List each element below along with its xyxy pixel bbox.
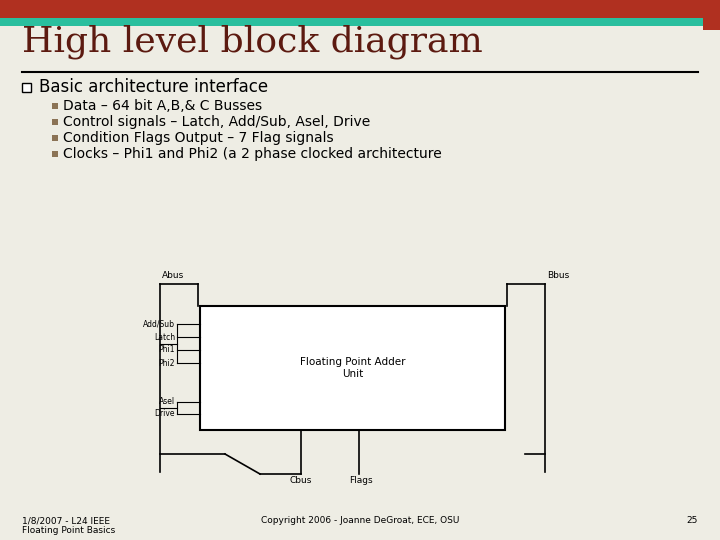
- Text: Copyright 2006 - Joanne DeGroat, ECE, OSU: Copyright 2006 - Joanne DeGroat, ECE, OS…: [261, 516, 459, 525]
- Bar: [22, 83, 31, 92]
- Text: High level block diagram: High level block diagram: [22, 25, 482, 59]
- Bar: [52, 103, 58, 109]
- Bar: [0, 0, 695, 18]
- Text: Abus: Abus: [162, 271, 184, 280]
- Bar: [0, 18, 695, 26]
- Text: Flags: Flags: [348, 476, 372, 485]
- Text: Cbus: Cbus: [289, 476, 312, 485]
- Bar: [52, 119, 58, 125]
- Text: Bbus: Bbus: [547, 271, 570, 280]
- Bar: [695, 0, 720, 26]
- Text: Add/Sub: Add/Sub: [143, 320, 175, 328]
- Text: Control signals – Latch, Add/Sub, Asel, Drive: Control signals – Latch, Add/Sub, Asel, …: [63, 115, 370, 129]
- Bar: [703, 18, 720, 30]
- Text: Phi2: Phi2: [158, 359, 175, 368]
- Text: Condition Flags Output – 7 Flag signals: Condition Flags Output – 7 Flag signals: [63, 131, 333, 145]
- Bar: [52, 151, 58, 157]
- Text: Latch: Latch: [154, 333, 175, 341]
- Text: Basic architecture interface: Basic architecture interface: [39, 78, 268, 97]
- Text: Clocks – Phi1 and Phi2 (a 2 phase clocked architecture: Clocks – Phi1 and Phi2 (a 2 phase clocke…: [63, 147, 442, 161]
- Text: Phi1: Phi1: [158, 346, 175, 354]
- Text: Floating Point Adder
Unit: Floating Point Adder Unit: [300, 357, 405, 379]
- Text: Drive: Drive: [155, 409, 175, 418]
- Text: 25: 25: [687, 516, 698, 525]
- Text: 1/8/2007 - L24 IEEE
Floating Point Basics: 1/8/2007 - L24 IEEE Floating Point Basic…: [22, 516, 115, 535]
- Bar: [695, 0, 720, 18]
- Text: Data – 64 bit A,B,& C Busses: Data – 64 bit A,B,& C Busses: [63, 99, 262, 113]
- Bar: [52, 135, 58, 141]
- Text: Asel: Asel: [159, 397, 175, 407]
- Bar: [200, 306, 505, 430]
